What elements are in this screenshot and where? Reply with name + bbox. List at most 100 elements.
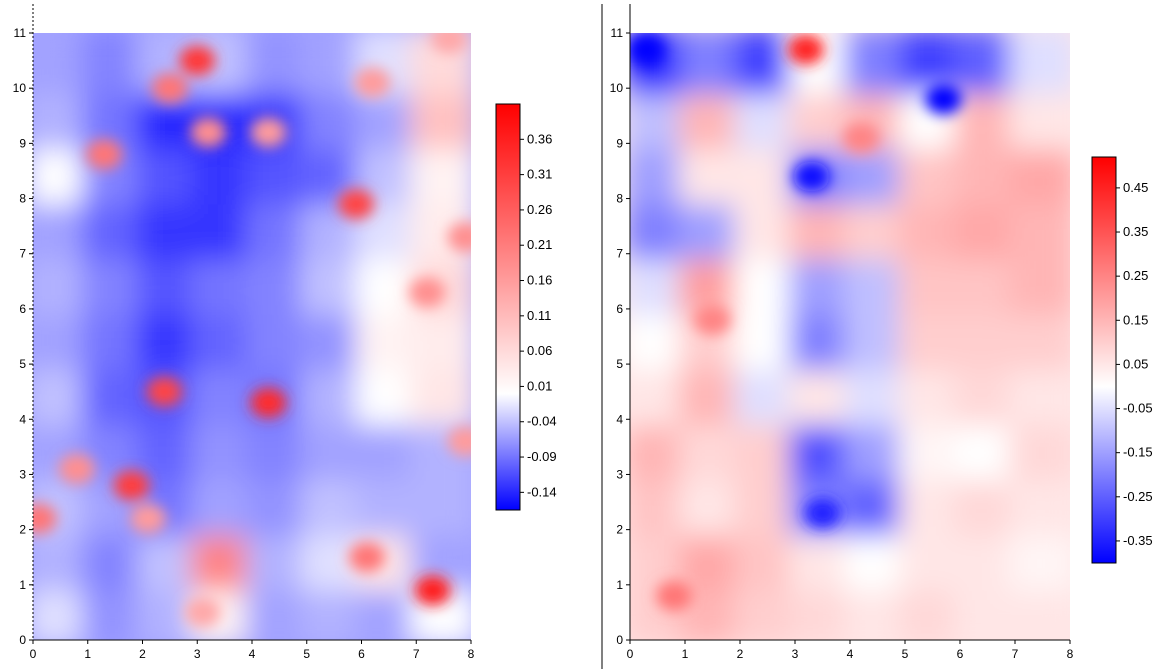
colorbar-tick-label: 0.35 <box>1123 224 1148 239</box>
colorbar-tick-label: -0.25 <box>1123 489 1153 504</box>
heatmap-hotspot <box>151 73 188 104</box>
heatmap-field <box>630 33 1070 640</box>
heatmap-hotspot <box>250 387 287 418</box>
y-tick-label: 1 <box>616 578 623 592</box>
heatmap-hotspot <box>179 45 216 76</box>
x-tick-label: 4 <box>847 647 854 661</box>
y-tick-label: 4 <box>19 412 26 426</box>
heatmap-panel-left: 0 1 2 3 4 5 6 7 8012345678910110.360.310.260.210… <box>13 4 557 661</box>
heatmap-hotspot <box>129 503 166 534</box>
heatmap-cells <box>33 33 471 640</box>
colorbar-tick-label: 0.06 <box>527 343 552 358</box>
colorbar-tick-label: 0.36 <box>527 131 552 146</box>
y-tick-label: 9 <box>19 136 26 150</box>
y-tick-label: 8 <box>616 192 623 206</box>
colorbar-tick-label: -0.09 <box>527 449 557 464</box>
colorbar-tick-label: 0.31 <box>527 167 552 182</box>
heatmap-cells <box>630 33 1070 640</box>
x-tick-label: 0 <box>30 647 37 661</box>
heatmap-hotspot <box>409 277 446 308</box>
x-tick-label: 8 <box>1067 647 1074 661</box>
heatmap-field <box>33 33 471 640</box>
y-tick-label: 6 <box>19 302 26 316</box>
colorbar-tick-label: -0.14 <box>527 484 557 499</box>
y-tick-label: 11 <box>14 26 27 40</box>
colorbar-tick-label: 0.26 <box>527 202 552 217</box>
colorbar: 0.45 0.35 0.25 0.15 0.05 -0.05 -0.15 -0.25 -0.35 <box>1091 156 1153 564</box>
heatmap-hotspot <box>804 498 841 529</box>
x-tick-label: 2 <box>737 647 744 661</box>
x-tick-label: 3 <box>792 647 799 661</box>
y-tick-label: 5 <box>616 357 623 371</box>
y-tick-label: 2 <box>616 523 623 537</box>
heatmap-hotspots <box>33 33 471 628</box>
heatmap-hotspot <box>338 189 375 220</box>
colorbar-tick-label: -0.15 <box>1123 445 1153 460</box>
colorbar-gradient <box>1091 156 1117 564</box>
x-tick-label: 1 <box>682 647 689 661</box>
heatmap-hotspot <box>250 117 287 148</box>
x-tick-label: 8 <box>468 647 475 661</box>
heatmap-hotspot <box>447 426 471 457</box>
y-tick-label: 0 <box>19 633 26 647</box>
colorbar-tick-label: 0.16 <box>527 273 552 288</box>
x-tick-label: 4 <box>249 647 256 661</box>
x-tick-label: 1 <box>84 647 91 661</box>
colorbar: 0.36 0.31 0.26 0.21 0.16 0.11 0.06 0.01 -0.04 -0.… <box>495 103 557 511</box>
heatmap-hotspot <box>925 84 962 115</box>
y-tick-label: 7 <box>616 247 623 261</box>
y-tick-label: 6 <box>616 302 623 316</box>
colorbar-tick-label: -0.04 <box>527 414 557 429</box>
x-tick-label: 2 <box>139 647 146 661</box>
x-tick-label: 5 <box>303 647 310 661</box>
colorbar-tick-label: -0.05 <box>1123 401 1153 416</box>
heatmap-hotspot <box>788 34 824 65</box>
colorbar-tick-label: 0.15 <box>1123 312 1148 327</box>
x-tick-label: 3 <box>194 647 201 661</box>
colorbar-tick-label: 0.45 <box>1123 180 1148 195</box>
x-tick-label: 5 <box>902 647 909 661</box>
heatmap-hotspot <box>184 597 221 628</box>
y-tick-label: 11 <box>611 26 624 40</box>
heatmap-hotspot <box>33 503 57 534</box>
heatmap-panel-right: 0 1 2 3 4 5 6 7 8012345678910110.450.350.250.150… <box>610 4 1153 661</box>
heatmap-cell <box>1009 33 1070 95</box>
heatmap-hotspot <box>58 453 95 484</box>
heatmap-hotspots <box>630 34 962 611</box>
y-tick-label: 0 <box>616 633 623 647</box>
colorbar-tick-label: -0.35 <box>1123 533 1153 548</box>
colorbar-gradient <box>495 103 521 511</box>
heatmap-hotspot <box>630 34 665 65</box>
heatmap-hotspot <box>113 470 150 501</box>
y-tick-label: 3 <box>19 467 26 481</box>
y-tick-label: 1 <box>19 578 26 592</box>
heatmap-hotspot <box>146 376 183 407</box>
heatmap-hotspot <box>694 304 731 335</box>
colorbar-tick-label: 0.01 <box>527 378 552 393</box>
y-tick-label: 2 <box>19 523 26 537</box>
y-tick-label: 7 <box>19 247 26 261</box>
heatmap-hotspot <box>414 575 451 606</box>
x-tick-label: 0 <box>627 647 634 661</box>
x-tick-label: 6 <box>957 647 964 661</box>
y-tick-label: 3 <box>616 467 623 481</box>
axes: 0 1 2 3 4 5 6 7 8 0 1 2 3 4 5 6 7 8 9 10 11 <box>13 4 475 661</box>
heatmap-hotspot <box>348 542 385 573</box>
colorbar-tick-label: 0.25 <box>1123 268 1148 283</box>
x-tick-label: 7 <box>413 647 420 661</box>
y-tick-label: 8 <box>19 192 26 206</box>
heatmap-hotspot <box>843 122 879 153</box>
y-tick-label: 10 <box>610 81 624 95</box>
y-tick-label: 5 <box>19 357 26 371</box>
x-tick-label: 6 <box>358 647 365 661</box>
heatmap-hotspot <box>354 67 391 98</box>
colorbar-tick-label: 0.05 <box>1123 356 1148 371</box>
y-tick-label: 4 <box>616 412 623 426</box>
heatmap-hotspot <box>793 161 830 192</box>
heatmap-hotspot <box>431 33 468 54</box>
heatmap-hotspot <box>656 580 692 611</box>
colorbar-tick-label: 0.11 <box>527 308 551 323</box>
heatmap-hotspot <box>447 222 471 253</box>
axes: 0 1 2 3 4 5 6 7 8 0 1 2 3 4 5 6 7 8 9 10 11 <box>610 4 1074 661</box>
